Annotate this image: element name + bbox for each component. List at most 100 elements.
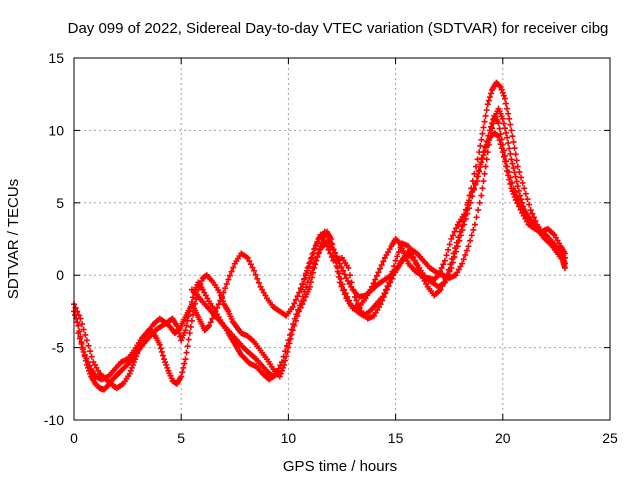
x-tick-label: 0 [70,430,78,446]
data-point-interp [508,179,515,186]
data-point-interp [184,343,191,350]
data-point-interp [438,264,445,271]
data-point-interp [530,214,537,221]
data-point-interp [86,362,93,369]
data-point-interp [373,272,380,279]
data-point [465,243,472,250]
data-point [527,207,534,214]
data-point [244,254,251,261]
data-point-interp [529,210,536,217]
data-point-interp [500,147,507,154]
data-point-interp [501,152,508,159]
data-point [510,185,517,192]
data-point-interp [515,187,522,194]
data-point-interp [293,311,300,318]
data-point-interp [314,253,321,260]
data-point-interp [388,275,395,282]
data-point-interp [496,125,503,132]
data-point-interp [445,272,452,279]
data-point-interp [485,97,492,104]
data-point-interp [514,183,521,190]
data-point-interp [301,288,308,295]
data-point-interp [294,293,301,300]
data-point-interp [84,359,91,366]
data-point-interp [378,262,385,269]
data-point-interp [498,136,505,143]
data-point-interp [453,248,460,255]
data-point [405,243,412,250]
data-point-interp [85,342,92,349]
data-point [501,95,508,102]
data-point-interp [164,364,171,371]
data-point [161,356,168,363]
data-point [251,267,258,274]
data-point-interp [246,258,253,265]
data-point-interp [74,319,81,326]
data-point-interp [470,226,477,233]
data-point-interp [449,259,456,266]
data-point-interp [83,355,90,362]
data-point [323,243,330,250]
data-point-interp [87,348,94,355]
x-tick-label: 25 [602,430,618,446]
data-point-interp [387,279,394,286]
data-point [206,322,213,329]
data-point-interp [512,151,519,158]
data-point-interp [509,160,516,167]
data-point [448,236,455,242]
data-point-interp [472,180,479,187]
data-point [461,221,468,228]
data-point-interp [299,293,306,300]
data-point-interp [513,157,520,164]
plot-frame [73,57,611,421]
x-tick-label: 5 [177,430,185,446]
data-point-interp [496,82,503,89]
data-point-interp [500,153,507,160]
data-point-interp [532,217,539,224]
data-point-interp [209,315,216,322]
data-point [480,149,487,156]
data-point-interp [314,238,321,245]
data-point [285,337,292,344]
data-point-interp [180,364,187,371]
data-point-interp [247,261,254,268]
data-point-interp [505,110,512,117]
data-point-interp [503,158,510,165]
data-point-interp [474,156,481,163]
x-tick-label: 10 [281,430,297,446]
data-point-interp [478,155,485,162]
data-point-interp [483,156,490,163]
data-point-interp [382,290,389,297]
data-point-interp [500,120,507,127]
data-point-interp [220,289,227,296]
data-point-interp [157,345,164,352]
data-point-interp [453,225,460,232]
data-point-interp [466,205,473,212]
data-point-interp [198,277,205,284]
y-tick-label: 5 [56,195,64,211]
data-point-interp [127,367,134,374]
data-point-interp [380,293,387,300]
data-point-interp [312,256,319,263]
data-point-interp [274,368,281,375]
data-point-interp [325,246,332,253]
data-point [474,173,481,180]
data-point-interp [482,112,489,119]
data-point-interp [446,241,453,248]
data-point-interp [226,272,233,279]
data-point-interp [301,275,308,282]
data-point [480,124,487,131]
data-point [311,246,318,253]
data-point [495,120,502,127]
data-point-interp [489,120,496,127]
data-point [334,264,341,271]
data-point [486,127,493,134]
data-point-interp [309,250,316,257]
data-point-interp [288,326,295,333]
data-point-interp [223,280,230,287]
data-point-interp [385,283,392,290]
data-point-interp [407,246,414,253]
y-tick-label: 10 [48,122,64,138]
data-point-interp [449,232,456,239]
data-point-interp [72,312,79,319]
